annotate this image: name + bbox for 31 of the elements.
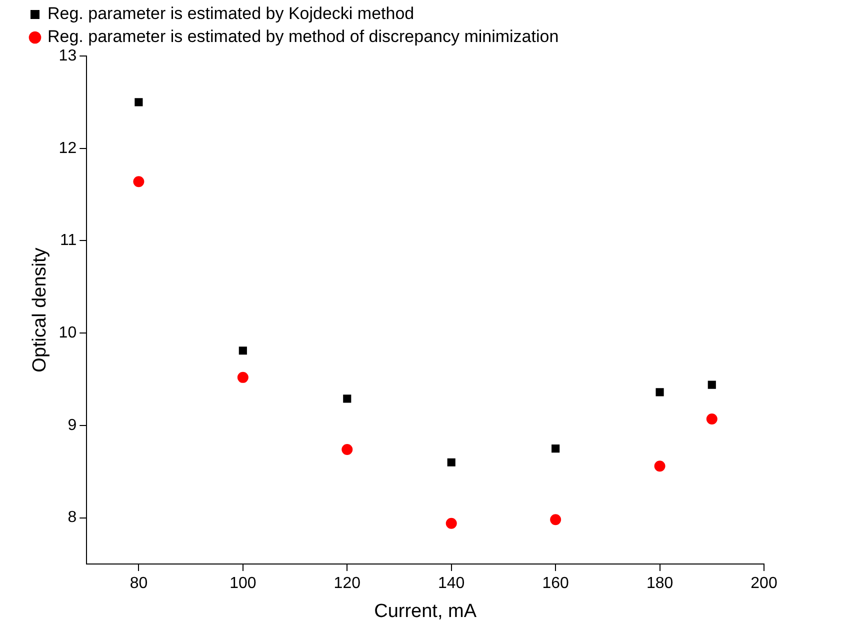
point	[656, 388, 664, 396]
y-tick-label: 11	[60, 232, 77, 250]
x-tick-label: 140	[438, 575, 465, 592]
y-tick-label: 9	[68, 416, 77, 434]
point	[447, 458, 456, 466]
point	[446, 518, 457, 529]
y-tick-label: 8	[68, 509, 77, 526]
y-tick-label: 13	[58, 47, 77, 64]
point	[134, 98, 143, 106]
y-axis-title: Optical density	[30, 247, 51, 372]
x-axis-title: Current, mA	[374, 600, 477, 622]
y-tick-label: 12	[58, 140, 77, 157]
point	[342, 444, 353, 455]
point	[343, 394, 352, 403]
legend-label: Reg. parameter is estimated by Kojdecki method	[48, 4, 414, 24]
point	[237, 372, 248, 383]
x-tick-label: 180	[646, 575, 674, 592]
point	[133, 176, 144, 188]
x-tick-label: 160	[542, 575, 570, 592]
x-tick-label: 200	[750, 575, 778, 592]
y-tick-label: 10	[58, 324, 77, 342]
point	[708, 380, 716, 389]
point	[550, 514, 562, 526]
point	[552, 444, 560, 453]
legend-label: Reg. parameter is estimated by method of discrepancy minimization	[48, 27, 559, 46]
x-tick-label: 80	[130, 575, 148, 592]
x-tick-label: 100	[230, 575, 256, 592]
x-tick-label: 120	[334, 575, 361, 592]
point	[238, 346, 247, 355]
point	[706, 413, 718, 424]
point	[654, 460, 666, 472]
